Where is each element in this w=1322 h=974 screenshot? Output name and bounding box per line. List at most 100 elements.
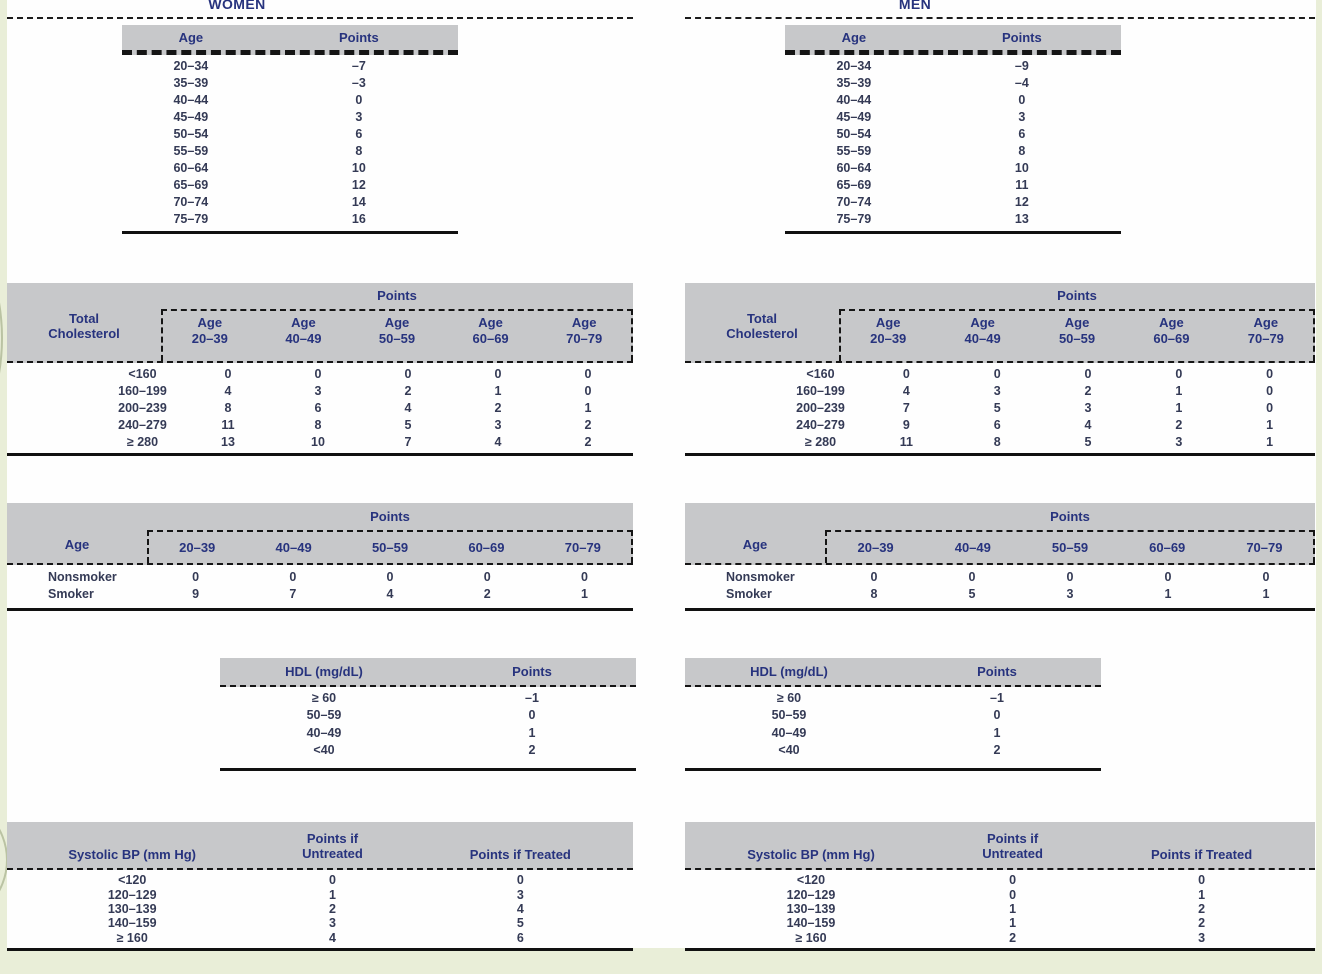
column-header-age: Age [841,30,867,45]
table-cell: 6 [1018,126,1026,141]
table-row: 40–44 0 [122,91,458,108]
table-cell: 75–79 [836,212,872,227]
table-cell: 65–69 [836,178,872,193]
table-body: <120 0 0 120–129 1 3 130–139 2 4 140–159 3 5 ≥ 160 4 6 [7,870,633,951]
smoking-table: Points Age 20–39 40–49 50–59 60–69 70–79… [7,503,633,611]
table-body: Nonsmoker 0 0 0 0 0 Smoker 8 5 3 1 1 [685,565,1315,611]
table-cell: 0 [1009,887,1017,902]
column-header-age-range: 20–39 [179,540,216,555]
table-cell: ≥ 280 [126,434,159,449]
table-body: Nonsmoker 0 0 0 0 0 Smoker 9 7 4 2 1 [7,565,633,611]
table-cell: 0 [902,367,910,382]
column-header-points-untreated: Points if Untreated [982,831,1043,862]
table-body: <160 0 0 0 0 0 160–199 4 3 2 1 0 200–239 7 5 3 1 0 240–279… [685,363,1315,456]
table-body: <120 0 0 120–129 0 1 130–139 1 2 140–159 1 2 ≥ 160 2 3 [685,870,1315,951]
decorative-arc [0,128,3,548]
table-cell: 4 [224,384,232,399]
column-header-age-group: Age 60–69 [1153,315,1190,346]
row-header-line1: Total [746,311,778,326]
row-header: Total Cholesterol [685,311,839,342]
table-row: 55–59 8 [785,142,1121,159]
table-cell: 3 [355,109,363,124]
table-cell: 1 [584,400,592,415]
table-cell: 0 [1084,367,1092,382]
table-cell: 1 [1175,400,1183,415]
table-header-band: Age Points [122,25,458,55]
table-header-band: Systolic BP (mm Hg) Points if Untreated … [685,822,1315,870]
age-points-table: Age Points 20–34 –7 35–39 –3 40–44 0 45–49 3 50–… [122,25,458,234]
table-cell: 3 [1084,400,1092,415]
table-row: 75–79 16 [122,211,458,228]
points-header: Points [377,288,417,303]
table-row: 60–64 10 [785,160,1121,177]
table-cell: Nonsmoker [726,569,795,584]
women-column-title: WOMEN [208,0,266,12]
table-cell: 0 [355,92,363,107]
column-header-age-range: 60–69 [1149,540,1186,555]
table-cell: 1 [1266,417,1274,432]
table-row: <40 2 [220,742,636,760]
column-header-age-group: Age 40–49 [964,315,1001,346]
table-cell: 3 [1175,434,1183,449]
table-cell: 70–74 [173,195,209,210]
table-cell: ≥ 60 [311,690,337,705]
table-cell: 12 [1014,195,1029,210]
age-columns-box: Age 20–39 Age 40–49 Age 50–59 Age [161,309,633,361]
table-header-band: Age Points [785,25,1121,55]
column-header-age-range: 50–59 [371,540,409,555]
table-cell: 50–54 [173,126,209,141]
table-cell: –1 [525,690,539,705]
table-cell: 50–59 [306,708,342,723]
table-cell: 0 [1009,873,1017,888]
table-row: 240–279 9 6 4 2 1 [685,416,1315,433]
column-header-age-group: Age 50–59 [378,315,416,346]
table-header-band: Points Age 20–39 40–49 50–59 60–69 70–79 [7,503,633,565]
table-row: 240–279 11 8 5 3 2 [7,416,633,433]
row-header: Age [742,537,768,552]
table-row: ≥ 160 2 3 [685,931,1315,945]
column-header-age-range: 60–69 [468,540,505,555]
table-cell: 4 [902,384,910,399]
column-header-age: Age [178,30,204,45]
table-cell: 0 [1266,384,1274,399]
table-body: ≥ 60 –1 50–59 0 40–49 1 <40 2 [685,687,1101,771]
table-cell: <160 [128,367,157,382]
table-cell: 50–54 [836,126,872,141]
table-cell: 65–69 [173,178,209,193]
table-cell: 1 [329,887,336,902]
table-cell: 55–59 [836,144,872,159]
table-cell: 0 [1164,569,1172,584]
table-cell: <160 [806,367,835,382]
table-cell: 1 [1009,901,1017,916]
table-cell: ≥ 160 [116,930,148,945]
systolic-bp-table: Systolic BP (mm Hg) Points if Untreated … [7,822,633,951]
column-header-age-range: 40–49 [275,540,312,555]
table-row: 160–199 4 3 2 1 0 [685,383,1315,400]
table-cell: 10 [311,434,325,449]
table-cell: 13 [1014,212,1029,227]
table-cell: 7 [404,434,412,449]
table-row: 50–54 6 [785,125,1121,142]
column-header-age-group: Age 40–49 [285,315,322,346]
table-cell: 130–139 [107,901,157,916]
table-cell: 6 [516,930,524,945]
table-cell: <120 [796,873,826,888]
table-cell: 1 [1175,384,1183,399]
table-cell: 0 [528,708,536,723]
row-header: Total Cholesterol [7,311,161,342]
column-header-points-untreated: Points if Untreated [302,831,363,862]
table-cell: –3 [351,75,366,90]
table-header-band: Points Age 20–39 40–49 50–59 60–69 70–79 [685,503,1315,565]
table-row: 55–59 8 [122,142,458,159]
table-cell: 2 [1175,417,1183,432]
table-cell: Smoker [48,586,94,601]
column-header-age-group: Age 20–39 [870,315,907,346]
table-cell: ≥ 280 [804,434,837,449]
table-row: Nonsmoker 0 0 0 0 0 [7,568,633,585]
table-cell: 8 [355,144,363,159]
table-cell: 0 [494,367,502,382]
table-cell: 7 [902,400,910,415]
table-cell: 0 [224,367,232,382]
table-cell: –9 [1014,58,1029,73]
